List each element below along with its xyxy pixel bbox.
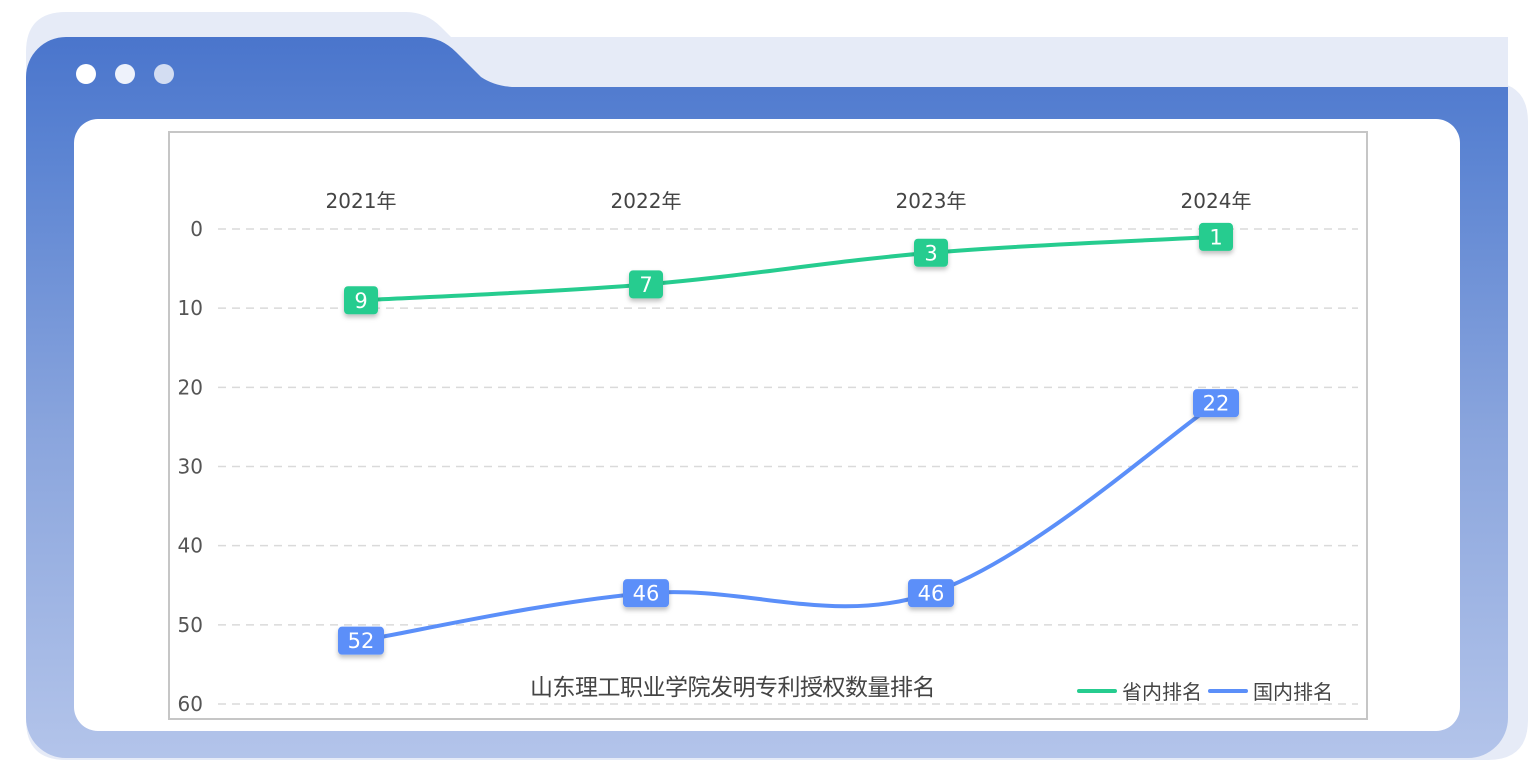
y-tick-label: 30	[178, 455, 203, 479]
x-category-label: 2023年	[896, 189, 967, 213]
data-label[interactable]: 1	[1199, 222, 1233, 251]
data-label[interactable]: 46	[623, 579, 669, 608]
svg-text:1: 1	[1209, 225, 1222, 249]
svg-text:3: 3	[924, 241, 937, 265]
x-category-label: 2022年	[611, 189, 682, 213]
data-label[interactable]: 52	[338, 626, 384, 655]
y-tick-label: 20	[178, 375, 203, 399]
legend-swatch-national	[1208, 688, 1248, 693]
x-category-label: 2021年	[326, 189, 397, 213]
series-line-national	[359, 401, 1218, 643]
y-tick-label: 50	[178, 613, 203, 637]
legend-label-provincial: 省内排名	[1122, 680, 1202, 704]
frame-tab-notch	[421, 37, 1508, 87]
window-dot-2	[115, 64, 135, 84]
y-tick-label: 0	[190, 217, 203, 241]
y-tick-label: 60	[178, 692, 203, 716]
svg-text:7: 7	[639, 273, 652, 297]
svg-text:9: 9	[354, 289, 367, 313]
series-line-provincial	[359, 234, 1218, 303]
svg-text:46: 46	[633, 582, 660, 606]
x-category-label: 2024年	[1181, 189, 1252, 213]
y-tick-label: 40	[178, 534, 203, 558]
y-tick-label: 10	[178, 296, 203, 320]
data-label[interactable]: 9	[344, 286, 378, 315]
chart-title: 山东理工职业学院发明专利授权数量排名	[530, 675, 936, 701]
data-label[interactable]: 22	[1193, 389, 1239, 418]
chart-legend: 省内排名 国内排名	[1077, 676, 1339, 705]
window-controls	[76, 64, 174, 84]
legend-label-national: 国内排名	[1253, 680, 1333, 704]
window-dot-3	[154, 64, 174, 84]
legend-swatch-provincial	[1077, 688, 1117, 693]
legend-item-provincial[interactable]: 省内排名	[1077, 676, 1202, 705]
window-dot-1	[76, 64, 96, 84]
data-label[interactable]: 3	[914, 238, 948, 267]
svg-text:22: 22	[1203, 392, 1230, 416]
legend-item-national[interactable]: 国内排名	[1208, 676, 1333, 705]
data-label[interactable]: 7	[629, 270, 663, 299]
svg-text:46: 46	[918, 582, 945, 606]
svg-text:52: 52	[348, 629, 375, 653]
data-label[interactable]: 46	[908, 579, 954, 608]
